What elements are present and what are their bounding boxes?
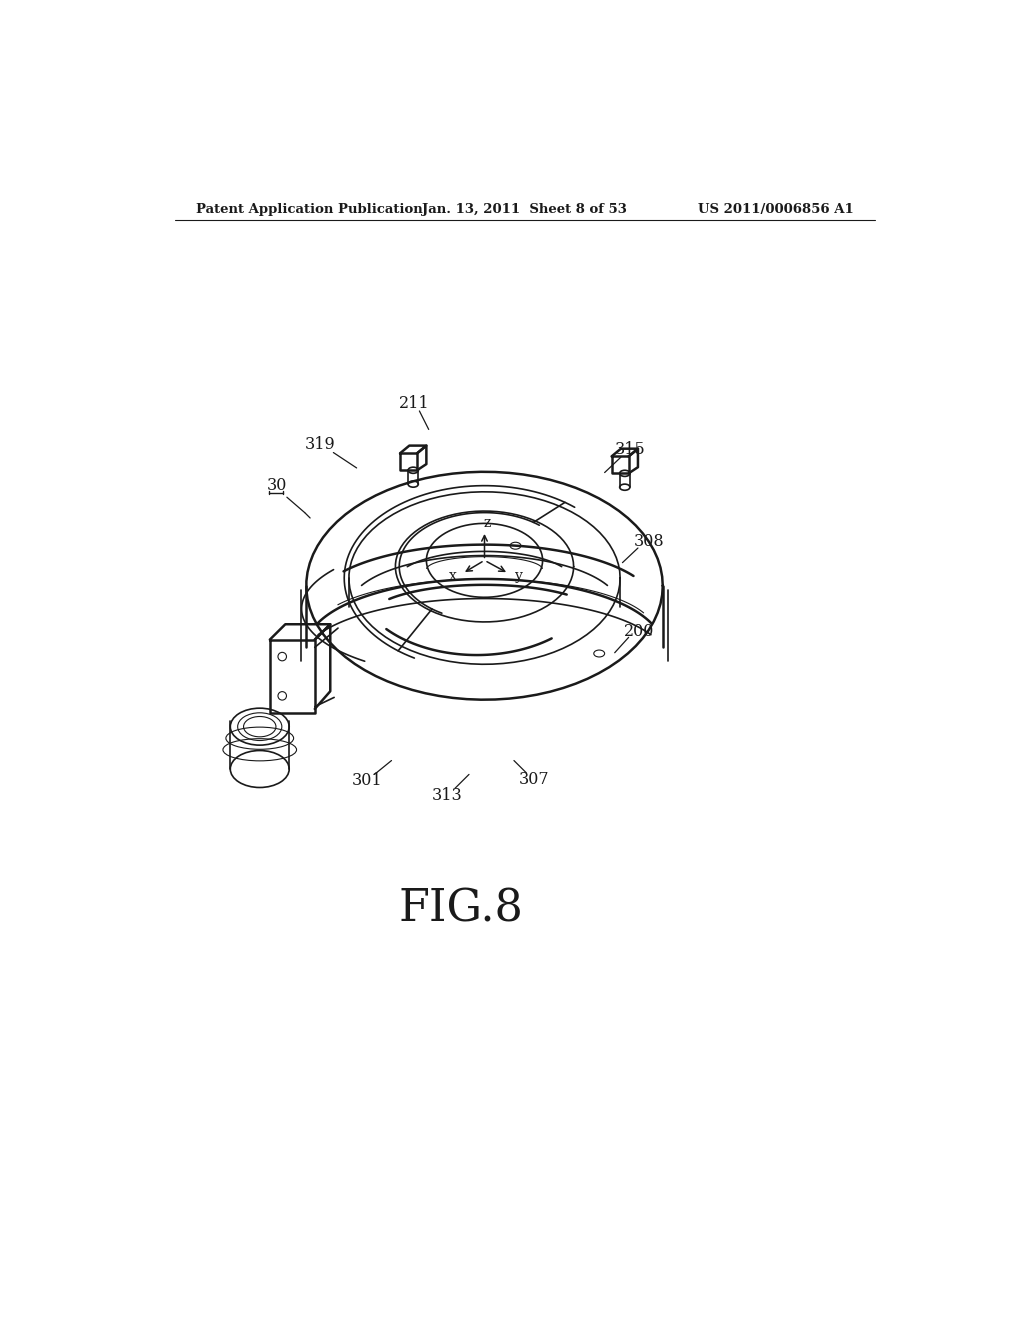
Text: 313: 313 [432,788,463,804]
Text: z: z [484,516,492,531]
Text: Patent Application Publication: Patent Application Publication [197,203,423,216]
Text: Jan. 13, 2011  Sheet 8 of 53: Jan. 13, 2011 Sheet 8 of 53 [422,203,628,216]
Text: 301: 301 [351,772,382,789]
Text: x: x [449,569,457,583]
Text: 200: 200 [625,623,654,640]
Text: FIG.8: FIG.8 [398,887,523,931]
Text: y: y [515,569,522,583]
Text: US 2011/0006856 A1: US 2011/0006856 A1 [697,203,853,216]
Text: 307: 307 [519,771,550,788]
Text: 308: 308 [634,533,665,550]
Text: 211: 211 [399,395,430,412]
Text: 315: 315 [614,441,645,458]
Text: 30: 30 [266,477,287,494]
Text: 319: 319 [305,437,336,453]
